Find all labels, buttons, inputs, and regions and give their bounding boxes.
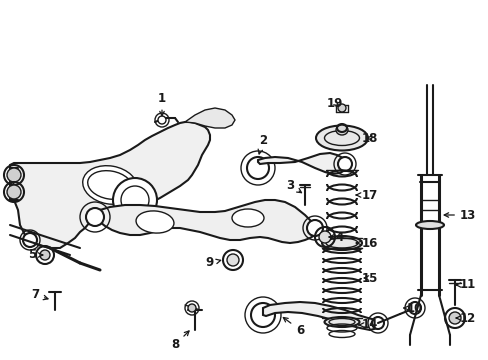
Text: 18: 18 (361, 131, 377, 144)
Circle shape (7, 168, 21, 182)
Circle shape (187, 304, 196, 312)
Ellipse shape (324, 317, 359, 327)
Text: 4: 4 (328, 230, 344, 243)
Circle shape (40, 250, 50, 260)
Circle shape (337, 157, 351, 171)
Polygon shape (95, 200, 317, 243)
Text: 2: 2 (258, 134, 266, 154)
Text: 12: 12 (455, 311, 475, 324)
Ellipse shape (415, 221, 443, 229)
Text: 13: 13 (443, 208, 475, 221)
Ellipse shape (231, 209, 264, 227)
Text: 8: 8 (170, 331, 189, 351)
Text: 6: 6 (283, 318, 304, 337)
Circle shape (226, 254, 239, 266)
Circle shape (250, 303, 274, 327)
Ellipse shape (335, 125, 347, 135)
Text: 11: 11 (455, 279, 475, 292)
Circle shape (371, 317, 383, 329)
Circle shape (408, 302, 420, 314)
Text: 17: 17 (355, 189, 377, 202)
Ellipse shape (136, 211, 174, 233)
Circle shape (113, 178, 157, 222)
Ellipse shape (82, 166, 137, 204)
Text: 7: 7 (31, 288, 48, 302)
Text: 15: 15 (361, 271, 377, 284)
Circle shape (158, 116, 165, 124)
Text: 16: 16 (356, 237, 377, 249)
Text: 19: 19 (326, 96, 343, 109)
Circle shape (246, 157, 268, 179)
Text: 5: 5 (28, 248, 42, 261)
Text: 1: 1 (158, 91, 166, 116)
Circle shape (7, 185, 21, 199)
Circle shape (86, 208, 104, 226)
Circle shape (23, 233, 37, 247)
Circle shape (318, 231, 330, 243)
Ellipse shape (315, 126, 367, 150)
Polygon shape (263, 302, 379, 330)
Text: 14: 14 (358, 319, 377, 332)
Ellipse shape (321, 236, 361, 250)
Circle shape (306, 220, 323, 236)
Text: 9: 9 (205, 256, 220, 270)
Circle shape (448, 312, 460, 324)
Polygon shape (258, 153, 347, 174)
Polygon shape (10, 122, 209, 248)
Text: 3: 3 (285, 179, 301, 193)
Circle shape (337, 104, 346, 112)
Polygon shape (184, 108, 235, 128)
Text: 10: 10 (403, 302, 422, 315)
